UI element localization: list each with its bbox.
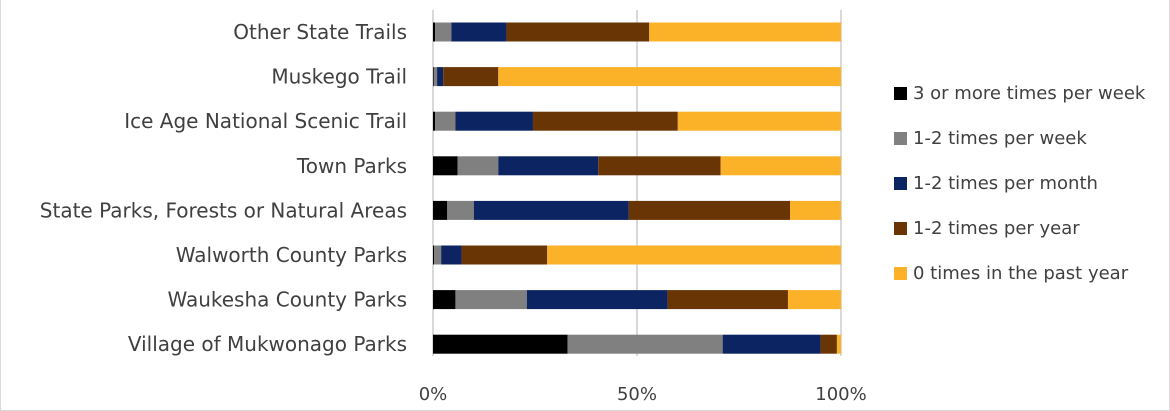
legend-label: 1-2 times per month <box>913 173 1098 194</box>
x-tick-label: 0% <box>419 384 448 405</box>
x-tick-label: 50% <box>617 384 657 405</box>
category-label: Waukesha County Parks <box>167 288 407 312</box>
bar-segment <box>433 22 436 42</box>
bar-segment <box>433 334 568 354</box>
bar-segment <box>433 156 458 176</box>
bar-segment <box>455 111 533 131</box>
legend-label: 1-2 times per week <box>913 128 1087 149</box>
bar-segment <box>435 22 452 42</box>
category-label: Other State Trails <box>233 20 407 44</box>
legend-swatch <box>894 132 907 145</box>
bar-segment <box>498 67 841 87</box>
bar-segment <box>443 67 499 87</box>
bar-segment <box>567 334 723 354</box>
bar-segment <box>441 245 462 265</box>
legend-label: 0 times in the past year <box>913 263 1129 284</box>
category-labels: Other State Trails Muskego Trail Ice Age N… <box>40 20 407 356</box>
legend-swatch <box>894 177 907 190</box>
bar-segment <box>433 67 434 87</box>
bar-segment <box>457 156 499 176</box>
bar-segment <box>649 22 841 42</box>
bar-segment <box>722 334 821 354</box>
bar-segment <box>787 290 841 310</box>
bar-segment <box>447 200 474 220</box>
legend-swatch <box>894 222 907 235</box>
bar-segment <box>455 290 527 310</box>
bar-segment <box>433 290 456 310</box>
bar-segment <box>451 22 507 42</box>
bar-segment <box>433 245 435 265</box>
bar-segment <box>598 156 721 176</box>
bar-segment <box>433 200 448 220</box>
category-label: Walworth County Parks <box>176 243 407 267</box>
bar-segment <box>547 245 841 265</box>
bar-segment <box>473 200 629 220</box>
legend-label: 1-2 times per year <box>913 218 1080 239</box>
bar-segment <box>526 290 668 310</box>
legend: 3 or more times per week 1-2 times per we… <box>894 83 1146 284</box>
category-label: Town Parks <box>296 154 407 178</box>
legend-label: 3 or more times per week <box>913 83 1146 104</box>
bars <box>433 22 841 354</box>
bar-segment <box>720 156 841 176</box>
bar-segment <box>667 290 788 310</box>
legend-swatch <box>894 87 907 100</box>
x-tick-label: 100% <box>815 384 866 405</box>
bar-segment <box>433 111 436 131</box>
x-axis-ticks: 0% 50% 100% <box>419 384 867 405</box>
bar-segment <box>790 200 841 220</box>
bar-segment <box>628 200 790 220</box>
bar-segment <box>506 22 650 42</box>
bar-segment <box>820 334 837 354</box>
bar-segment <box>435 111 456 131</box>
bar-segment <box>437 67 444 87</box>
bar-segment <box>677 111 841 131</box>
legend-swatch <box>894 267 907 280</box>
bar-segment <box>498 156 599 176</box>
bar-segment <box>836 334 841 354</box>
bar-segment <box>433 67 438 87</box>
category-label: State Parks, Forests or Natural Areas <box>40 198 407 222</box>
category-label: Ice Age National Scenic Trail <box>124 109 407 133</box>
bar-segment <box>532 111 678 131</box>
category-label: Muskego Trail <box>271 65 407 89</box>
bar-segment <box>434 245 442 265</box>
category-label: Village of Mukwonago Parks <box>128 332 407 356</box>
bar-segment <box>461 245 548 265</box>
